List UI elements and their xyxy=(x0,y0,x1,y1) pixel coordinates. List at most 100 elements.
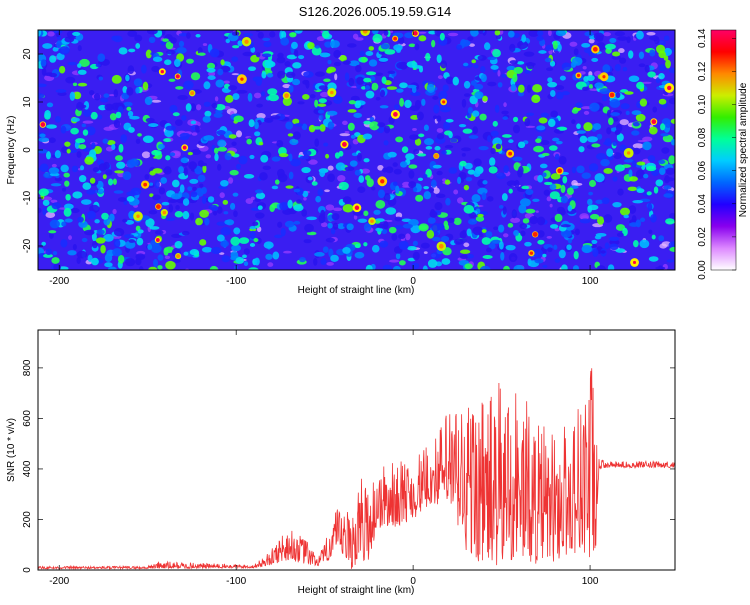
heatmap-blob xyxy=(408,181,417,189)
heatmap-blob xyxy=(514,179,520,188)
heatmap-blob xyxy=(473,158,482,167)
heatmap-blob xyxy=(95,237,106,244)
heatmap-blob xyxy=(363,77,372,83)
heatmap-blob xyxy=(157,254,164,261)
heatmap-blob xyxy=(459,254,469,260)
heatmap-blob xyxy=(525,208,536,214)
heatmap-blob xyxy=(385,166,394,174)
heatmap-blob xyxy=(381,229,388,235)
heatmap-ridge xyxy=(352,138,359,145)
heatmap-blob xyxy=(560,224,571,228)
heatmap-blob xyxy=(91,257,99,266)
heatmap-blob xyxy=(49,55,57,63)
heatmap-blob xyxy=(573,250,579,260)
heatmap-blob xyxy=(220,226,232,236)
heatmap-blob xyxy=(301,123,308,131)
heatmap-blob xyxy=(231,56,239,62)
heatmap-ridge xyxy=(51,163,57,168)
heatmap-blob xyxy=(204,217,210,226)
heatmap-blob xyxy=(215,79,225,88)
heatmap-blob xyxy=(599,88,611,95)
heatmap-blob xyxy=(430,179,437,188)
heatmap-blob xyxy=(426,83,435,93)
heatmap-blob xyxy=(248,267,259,270)
snr-y-axis-label: SNR (10 * v/v) xyxy=(6,418,17,482)
heatmap-blob xyxy=(537,30,544,37)
heatmap-blob xyxy=(189,103,197,112)
heatmap-blob xyxy=(550,224,559,229)
heatmap-blob xyxy=(138,266,144,270)
heatmap-blob xyxy=(371,186,376,191)
heatmap-blob xyxy=(145,49,152,59)
heatmap-blob xyxy=(141,64,147,74)
heatmap-blob xyxy=(649,49,656,57)
heatmap-blob xyxy=(638,63,646,68)
heatmap-blob xyxy=(113,228,125,237)
heatmap-blob xyxy=(89,89,95,96)
heatmap-blob xyxy=(444,144,454,149)
heatmap-blob xyxy=(567,238,572,244)
heatmap-blob xyxy=(147,244,153,250)
heatmap-blob xyxy=(70,207,80,214)
heatmap-blob xyxy=(197,174,206,183)
heatmap-blob xyxy=(188,161,198,170)
heatmap-blob xyxy=(591,143,601,148)
heatmap-blob xyxy=(302,94,310,100)
heatmap-blob xyxy=(452,76,459,86)
heatmap-blob xyxy=(647,155,656,163)
heatmap-blob xyxy=(636,30,644,40)
heatmap-blob xyxy=(108,178,114,186)
heatmap-blob xyxy=(203,81,211,90)
heatmap-blob xyxy=(243,174,255,179)
heatmap-blob xyxy=(353,112,363,118)
heatmap-blob xyxy=(42,207,47,216)
heatmap-blob xyxy=(492,120,498,127)
heatmap-blob xyxy=(270,115,281,120)
heatmap-blob xyxy=(607,264,615,270)
heatmap-blob xyxy=(423,174,428,178)
heatmap-blob xyxy=(302,190,309,198)
heatmap-blob xyxy=(257,31,264,39)
heatmap-hotspot-core xyxy=(413,31,418,36)
heatmap-blob xyxy=(254,198,261,202)
heatmap-ridge xyxy=(253,92,262,99)
heatmap-blob xyxy=(467,36,474,41)
heatmap-blob xyxy=(309,94,316,99)
heatmap-blob xyxy=(636,161,646,166)
heatmap-hotspot-core xyxy=(182,145,187,150)
heatmap-blob xyxy=(51,257,60,264)
heatmap-y-tick-label: -10 xyxy=(22,190,33,205)
heatmap-blob xyxy=(142,135,154,143)
heatmap-blob xyxy=(375,200,386,209)
heatmap-ridge xyxy=(344,131,350,134)
heatmap-blob xyxy=(473,83,484,90)
heatmap-blob xyxy=(82,109,92,117)
heatmap-blob xyxy=(383,221,389,230)
heatmap-blob xyxy=(174,58,181,68)
heatmap-blob xyxy=(383,193,391,202)
colorbar-tick-label: 0.02 xyxy=(697,227,708,247)
heatmap-blob xyxy=(619,57,627,64)
heatmap-blob xyxy=(250,46,256,53)
heatmap-blob xyxy=(42,199,50,206)
heatmap-blob xyxy=(71,165,79,173)
heatmap-blob xyxy=(311,46,322,56)
heatmap-blob xyxy=(542,264,548,268)
heatmap-blob xyxy=(286,54,297,60)
heatmap-blob xyxy=(276,56,286,64)
heatmap-blob xyxy=(112,248,123,257)
heatmap-blob xyxy=(655,266,666,270)
heatmap-blob xyxy=(178,40,185,48)
heatmap-blob xyxy=(652,106,658,113)
heatmap-blob xyxy=(246,138,252,145)
heatmap-blob xyxy=(670,118,675,124)
heatmap-blob xyxy=(525,62,536,67)
heatmap-blob xyxy=(304,223,314,233)
heatmap-blob xyxy=(554,153,560,160)
heatmap-ridge xyxy=(218,252,225,255)
heatmap-blob xyxy=(436,54,442,64)
heatmap-blob xyxy=(294,30,303,34)
heatmap-blob xyxy=(594,82,604,89)
heatmap-blob xyxy=(61,221,67,227)
heatmap-ridge xyxy=(453,189,459,195)
